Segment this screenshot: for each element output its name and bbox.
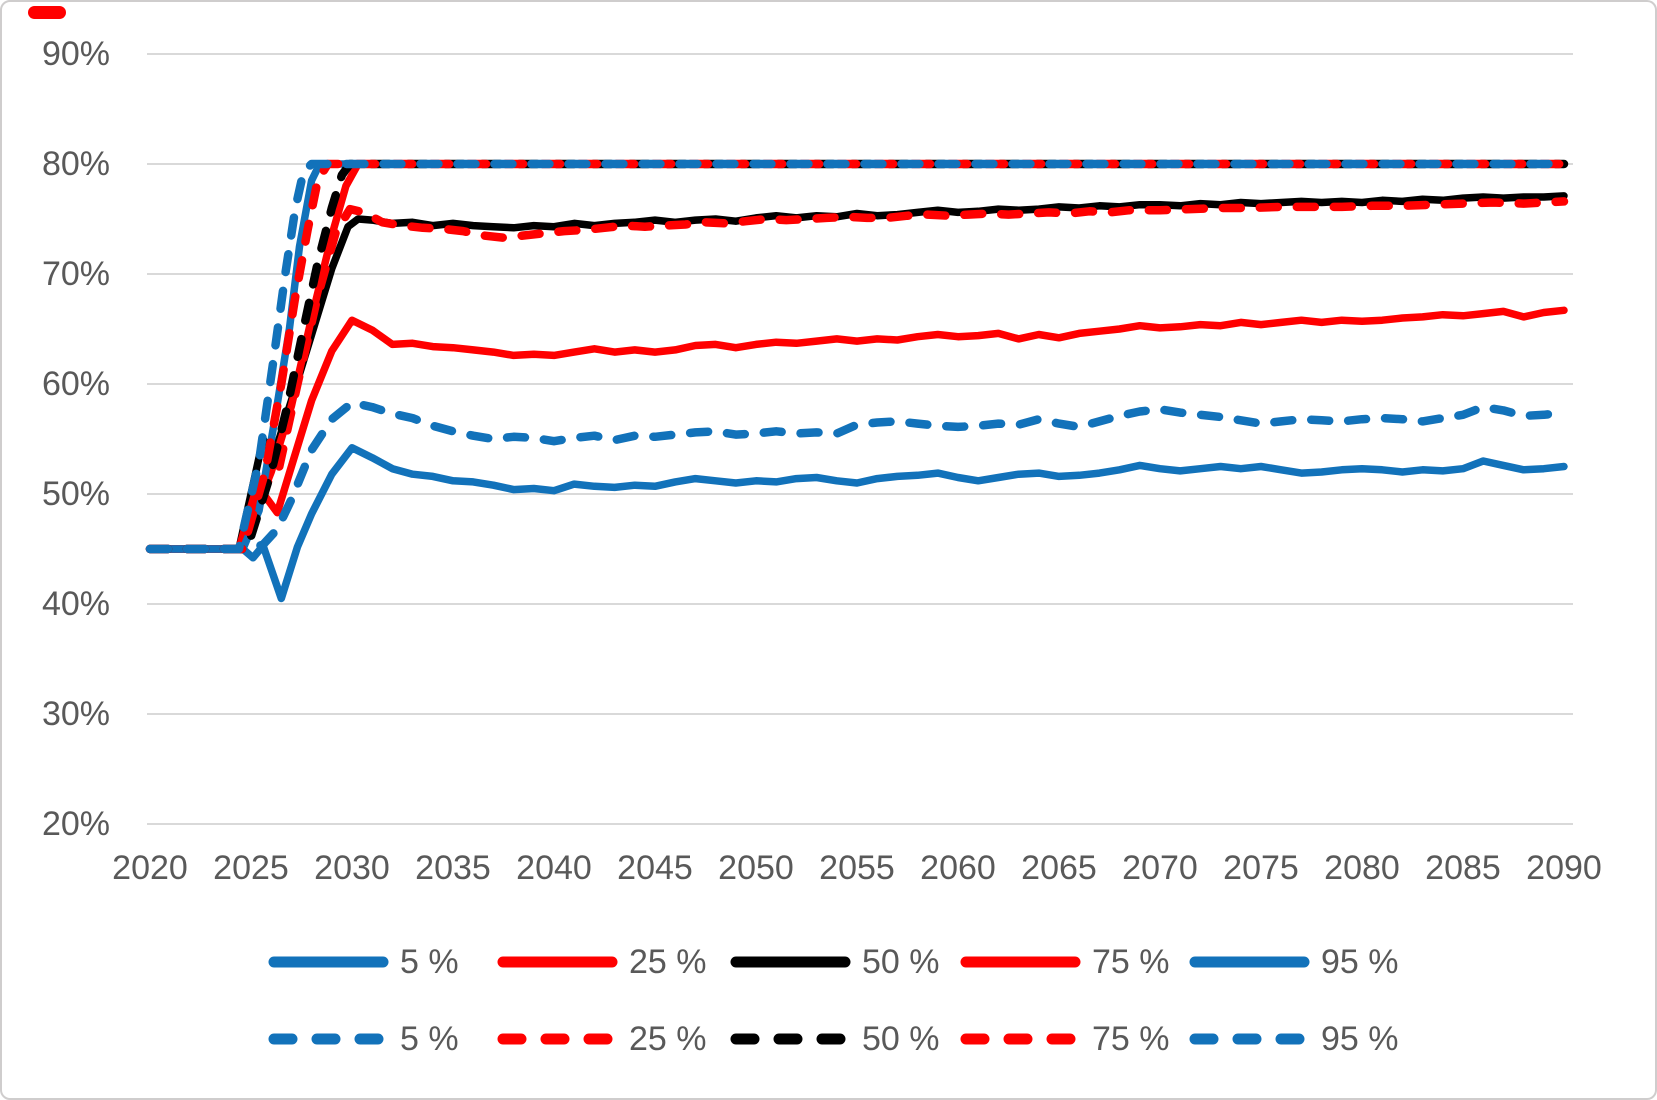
series-line-50-pct-dashed — [145, 159, 1569, 554]
y-tick-20: 20% — [41, 805, 110, 843]
y-tick-90: 90% — [41, 35, 110, 73]
x-tick-2090: 2090 — [1526, 849, 1602, 887]
x-tick-2020: 2020 — [112, 849, 188, 887]
series-line-95-pct-dashed — [145, 159, 1569, 554]
series-line-50-pct-solid — [146, 192, 1568, 553]
cropped-red-dash-artifact — [28, 6, 66, 19]
legend-item-dashed-75: 75 % — [959, 1020, 1170, 1058]
legend-swatch-solid — [960, 956, 1081, 968]
x-tick-2045: 2045 — [617, 849, 693, 887]
y-tick-40: 40% — [41, 585, 110, 623]
legend-item-solid-50: 50 % — [729, 943, 940, 981]
x-tick-2080: 2080 — [1324, 849, 1400, 887]
legend-swatch-dashed — [1189, 1033, 1310, 1045]
series-line-75-pct-dashed — [145, 159, 1569, 554]
legend-label: 5 % — [400, 942, 459, 981]
legend-label: 50 % — [862, 942, 940, 981]
series-line-5-pct-solid — [146, 444, 1568, 603]
y-tick-50: 50% — [41, 475, 110, 513]
y-tick-30: 30% — [41, 695, 110, 733]
legend-item-dashed-25: 25 % — [496, 1020, 707, 1058]
x-tick-2035: 2035 — [415, 849, 491, 887]
x-tick-2060: 2060 — [920, 849, 996, 887]
legend-swatch-dashed — [497, 1033, 618, 1045]
legend-label: 50 % — [862, 1019, 940, 1058]
x-tick-2040: 2040 — [516, 849, 592, 887]
legend-label: 95 % — [1321, 942, 1399, 981]
legend-swatch-dashed — [268, 1033, 389, 1045]
x-tick-2070: 2070 — [1122, 849, 1198, 887]
legend-label: 75 % — [1092, 942, 1170, 981]
legend-label: 75 % — [1092, 1019, 1170, 1058]
legend-item-dashed-95: 95 % — [1188, 1020, 1399, 1058]
legend-item-solid-75: 75 % — [959, 943, 1170, 981]
x-tick-2085: 2085 — [1425, 849, 1501, 887]
legend-swatch-dashed — [960, 1033, 1081, 1045]
legend-item-dashed-5: 5 % — [267, 1020, 459, 1058]
legend-label: 25 % — [629, 1019, 707, 1058]
legend-swatch-solid — [497, 956, 618, 968]
legend-item-solid-5: 5 % — [267, 943, 459, 981]
series-line-25-pct-solid — [146, 306, 1568, 553]
x-tick-2055: 2055 — [819, 849, 895, 887]
series-line-25-pct-dashed — [145, 197, 1569, 554]
legend-swatch-solid — [730, 956, 851, 968]
legend-item-solid-25: 25 % — [496, 943, 707, 981]
series-line-5-pct-dashed — [145, 398, 1569, 554]
x-tick-2025: 2025 — [213, 849, 289, 887]
x-tick-2075: 2075 — [1223, 849, 1299, 887]
gridlines — [147, 53, 1573, 825]
y-tick-80: 80% — [41, 145, 110, 183]
legend-item-solid-95: 95 % — [1188, 943, 1399, 981]
legend-swatch-solid — [268, 956, 389, 968]
legend-swatch-solid — [1189, 956, 1310, 968]
legend-label: 95 % — [1321, 1019, 1399, 1058]
legend-label: 5 % — [400, 1019, 459, 1058]
y-tick-60: 60% — [41, 365, 110, 403]
y-tick-70: 70% — [41, 255, 110, 293]
legend-swatch-dashed — [730, 1033, 851, 1045]
x-tick-2050: 2050 — [718, 849, 794, 887]
x-tick-2030: 2030 — [314, 849, 390, 887]
legend-item-dashed-50: 50 % — [729, 1020, 940, 1058]
x-tick-2065: 2065 — [1021, 849, 1097, 887]
legend-label: 25 % — [629, 942, 707, 981]
